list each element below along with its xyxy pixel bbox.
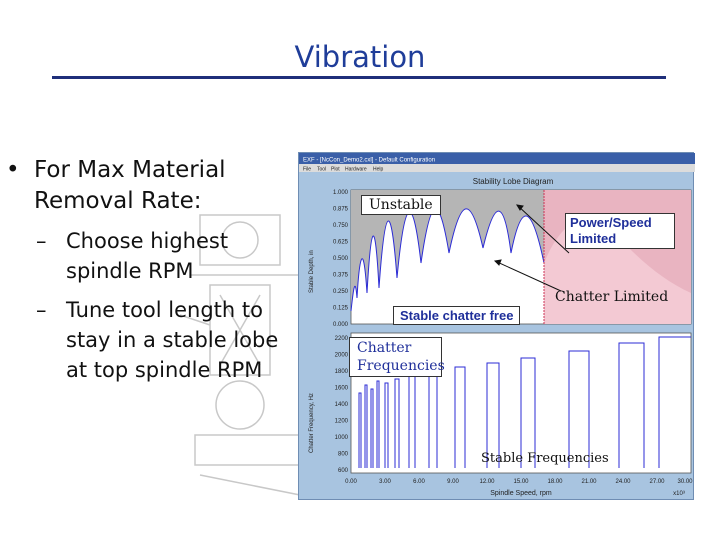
slide-title: Vibration: [294, 40, 426, 74]
bottom-ytick: 1200: [335, 419, 349, 425]
bottom-ytick: 800: [338, 452, 349, 458]
chart-title: Stability Lobe Diagram: [473, 177, 554, 186]
dash-icon: –: [36, 229, 47, 253]
power-speed-limited-label: Power/Speed Limited: [565, 213, 675, 249]
arrow-head-icon: [516, 204, 524, 211]
top-ytick: 0.125: [333, 306, 349, 312]
top-ytick: 0.625: [333, 240, 349, 246]
sub-bullet-text: Choose highest spindle RPM: [66, 229, 229, 283]
xtick: 27.00: [649, 479, 665, 485]
bottom-ytick: 1000: [335, 435, 349, 441]
arrow-power-line: [516, 204, 570, 254]
xtick: 6.00: [413, 479, 425, 485]
bullet-text: For Max Material Removal Rate:: [34, 157, 226, 214]
menu-file[interactable]: File: [303, 167, 311, 173]
xtick: 24.00: [615, 479, 631, 485]
xscale-label: x10³: [673, 491, 685, 497]
top-ytick: 0.875: [333, 207, 349, 213]
arrow-head-icon: [493, 259, 502, 266]
unstable-region: [351, 190, 544, 311]
stable-frequencies-label: Stable Frequencies: [481, 451, 609, 466]
top-ytick: 0.500: [333, 256, 349, 262]
bottom-ytick: 1400: [335, 402, 349, 408]
chatter-frequencies-label: Chatter Frequencies: [349, 337, 445, 377]
bullet-dot-icon: •: [6, 157, 20, 183]
bottom-ytick: 600: [338, 468, 349, 474]
window-title: EXF - [NcCon_Demo2.cxl] - Default Config…: [303, 158, 435, 164]
xtick: 12.00: [479, 479, 495, 485]
stability-chart-svg: EXF - [NcCon_Demo2.cxl] - Default Config…: [299, 153, 695, 497]
xtick: 0.00: [345, 479, 357, 485]
top-ytick: 1.000: [333, 190, 349, 196]
xtick: 9.00: [447, 479, 459, 485]
machine-sketch-image: [180, 214, 310, 496]
dash-icon: –: [36, 298, 47, 322]
top-ytick: 0.375: [333, 273, 349, 279]
sub-bullet-text: Tune tool length to stay in a stable lob…: [66, 298, 279, 382]
chatter-limited-label: Chatter Limited: [555, 289, 669, 305]
xtick: 30.00: [677, 479, 693, 485]
menu-help[interactable]: Help: [373, 167, 384, 173]
bottom-ytick: 1800: [335, 369, 349, 375]
menu-hardware[interactable]: Hardware: [345, 167, 367, 173]
bottom-ytick: 1600: [335, 386, 349, 392]
bottom-ylabel: Chatter Frequency, Hz: [309, 393, 315, 453]
xtick: 21.00: [581, 479, 597, 485]
window-titlebar: [299, 153, 695, 164]
sub-bullet-item: – Choose highest spindle RPM: [6, 226, 306, 286]
bottom-ytick: 2000: [335, 353, 349, 359]
top-ytick: 0.000: [333, 322, 349, 328]
bullet-list: • For Max Material Removal Rate: – Choos…: [6, 155, 306, 385]
xtick: 3.00: [379, 479, 391, 485]
xtick: 18.00: [547, 479, 563, 485]
top-ylabel: Stable Depth, in: [309, 250, 315, 293]
xtick: 15.00: [513, 479, 529, 485]
stable-chatter-free-label: Stable chatter free: [393, 306, 521, 325]
top-ytick: 0.250: [333, 289, 349, 295]
unstable-label: Unstable: [361, 195, 441, 215]
bullet-item: • For Max Material Removal Rate:: [6, 155, 306, 217]
title-underline: [52, 76, 666, 79]
menu-tool[interactable]: Tool: [317, 167, 326, 173]
sub-bullet-item: – Tune tool length to stay in a stable l…: [6, 295, 306, 385]
xlabel: Spindle Speed, rpm: [490, 490, 552, 497]
menu-plot[interactable]: Plot: [331, 167, 340, 173]
top-ytick: 0.750: [333, 223, 349, 229]
menu-bar: [299, 164, 695, 172]
app-screenshot: EXF - [NcCon_Demo2.cxl] - Default Config…: [298, 152, 695, 500]
arrow-chatter-line: [494, 260, 562, 292]
bottom-ytick: 2200: [335, 336, 349, 342]
